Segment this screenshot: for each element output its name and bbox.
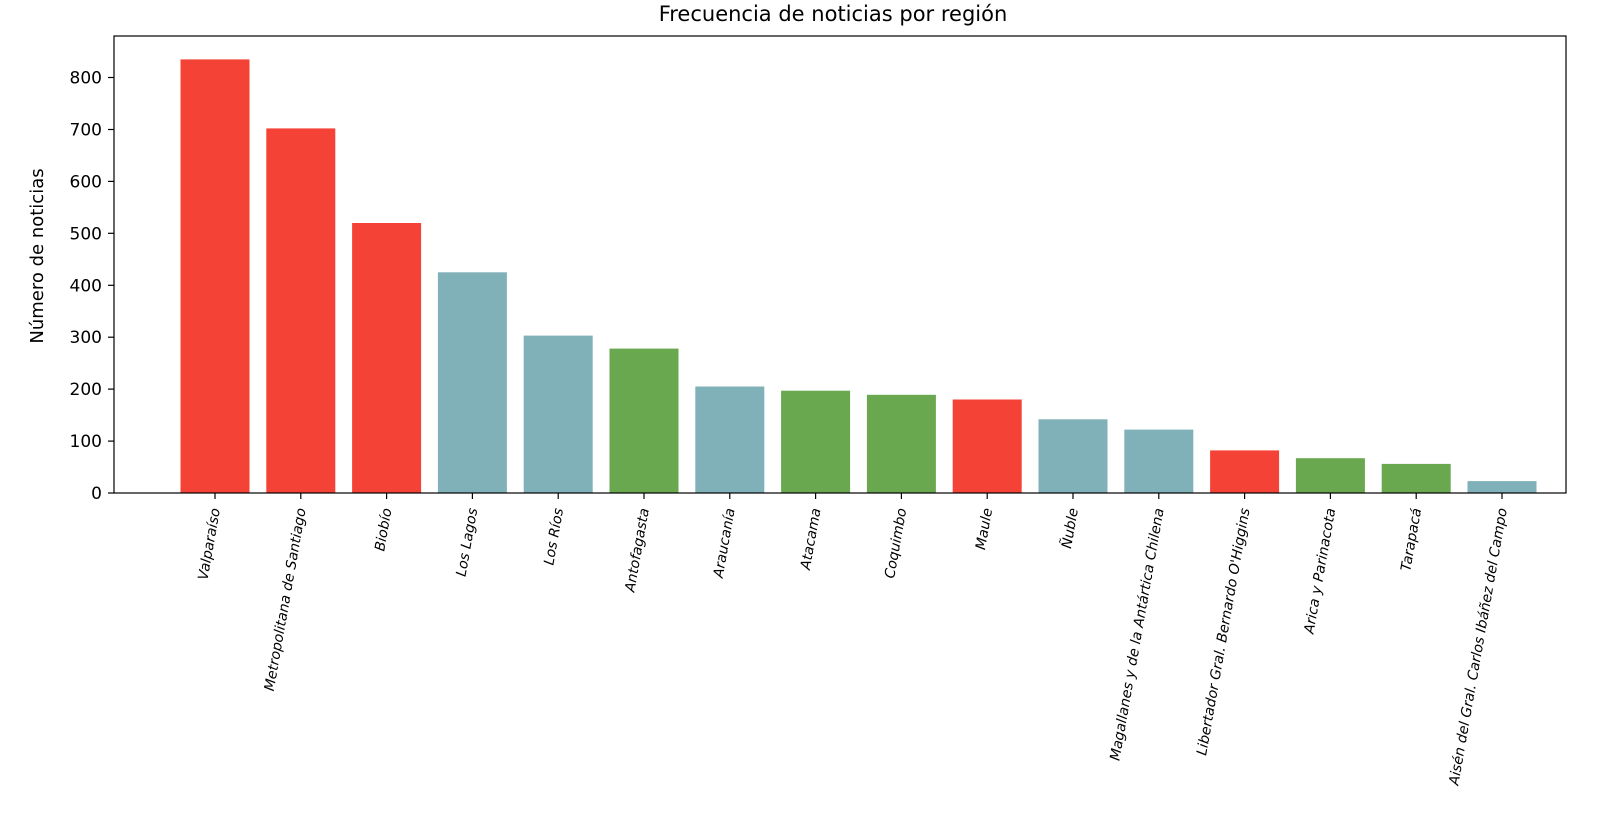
x-tick-label: Maule (973, 507, 996, 551)
x-axis: Valparaíso Metropolitana de Santiago Biobí… (196, 493, 1511, 787)
y-tick-label: 800 (70, 69, 102, 89)
bar (266, 128, 336, 493)
x-tick-label: Aisén del Gral. Carlos Ibáñez del Campo (1446, 507, 1511, 787)
y-axis: 0 100 200 300 400 500 600 700 800 (70, 69, 114, 504)
x-tick-label: Araucanía (711, 507, 739, 580)
plot-frame (113, 35, 1567, 494)
y-tick-label: 200 (70, 380, 102, 400)
bar (695, 386, 765, 493)
y-tick-label: 700 (70, 121, 102, 141)
bar (352, 223, 422, 493)
x-tick-label: Tarapacá (1398, 507, 1425, 573)
bar (781, 390, 851, 493)
bar (523, 335, 593, 493)
x-tick-label: Ñuble (1058, 507, 1082, 550)
bar (437, 272, 507, 493)
x-tick-label: Libertador Gral. Bernardo O'Higgins (1194, 507, 1253, 757)
bar (1295, 458, 1365, 493)
bar (866, 394, 936, 493)
x-tick-label: Biobío (372, 507, 395, 553)
x-tick-label: Coquimbo (882, 507, 910, 580)
y-axis-label: Número de noticias (27, 168, 48, 343)
x-tick-label: Los Lagos (454, 507, 482, 578)
bars-layer (180, 59, 1537, 494)
x-tick-label: Magallanes y de la Antártica Chilena (1107, 507, 1167, 762)
y-tick-label: 500 (70, 224, 102, 244)
bar (1381, 463, 1451, 493)
bar (180, 59, 250, 494)
y-tick-label: 600 (70, 172, 102, 192)
x-tick-label: Los Ríos (541, 507, 567, 566)
x-tick-label: Antofagasta (622, 507, 653, 594)
x-tick-label: Atacama (798, 507, 825, 572)
bar (1467, 481, 1537, 493)
chart-title: Frecuencia de noticias por región (659, 2, 1008, 26)
y-tick-label: 300 (70, 328, 102, 348)
y-tick-label: 0 (91, 484, 102, 504)
bar (1210, 450, 1280, 493)
bar (952, 399, 1022, 493)
x-tick-label: Metropolitana de Santiago (262, 507, 310, 692)
bar (1038, 419, 1108, 493)
y-tick-label: 400 (70, 276, 102, 296)
bar (1124, 429, 1194, 493)
x-tick-label: Arica y Parinacota (1301, 507, 1339, 636)
y-tick-label: 100 (70, 432, 102, 452)
bar (609, 348, 679, 493)
x-tick-label: Valparaíso (196, 507, 224, 581)
